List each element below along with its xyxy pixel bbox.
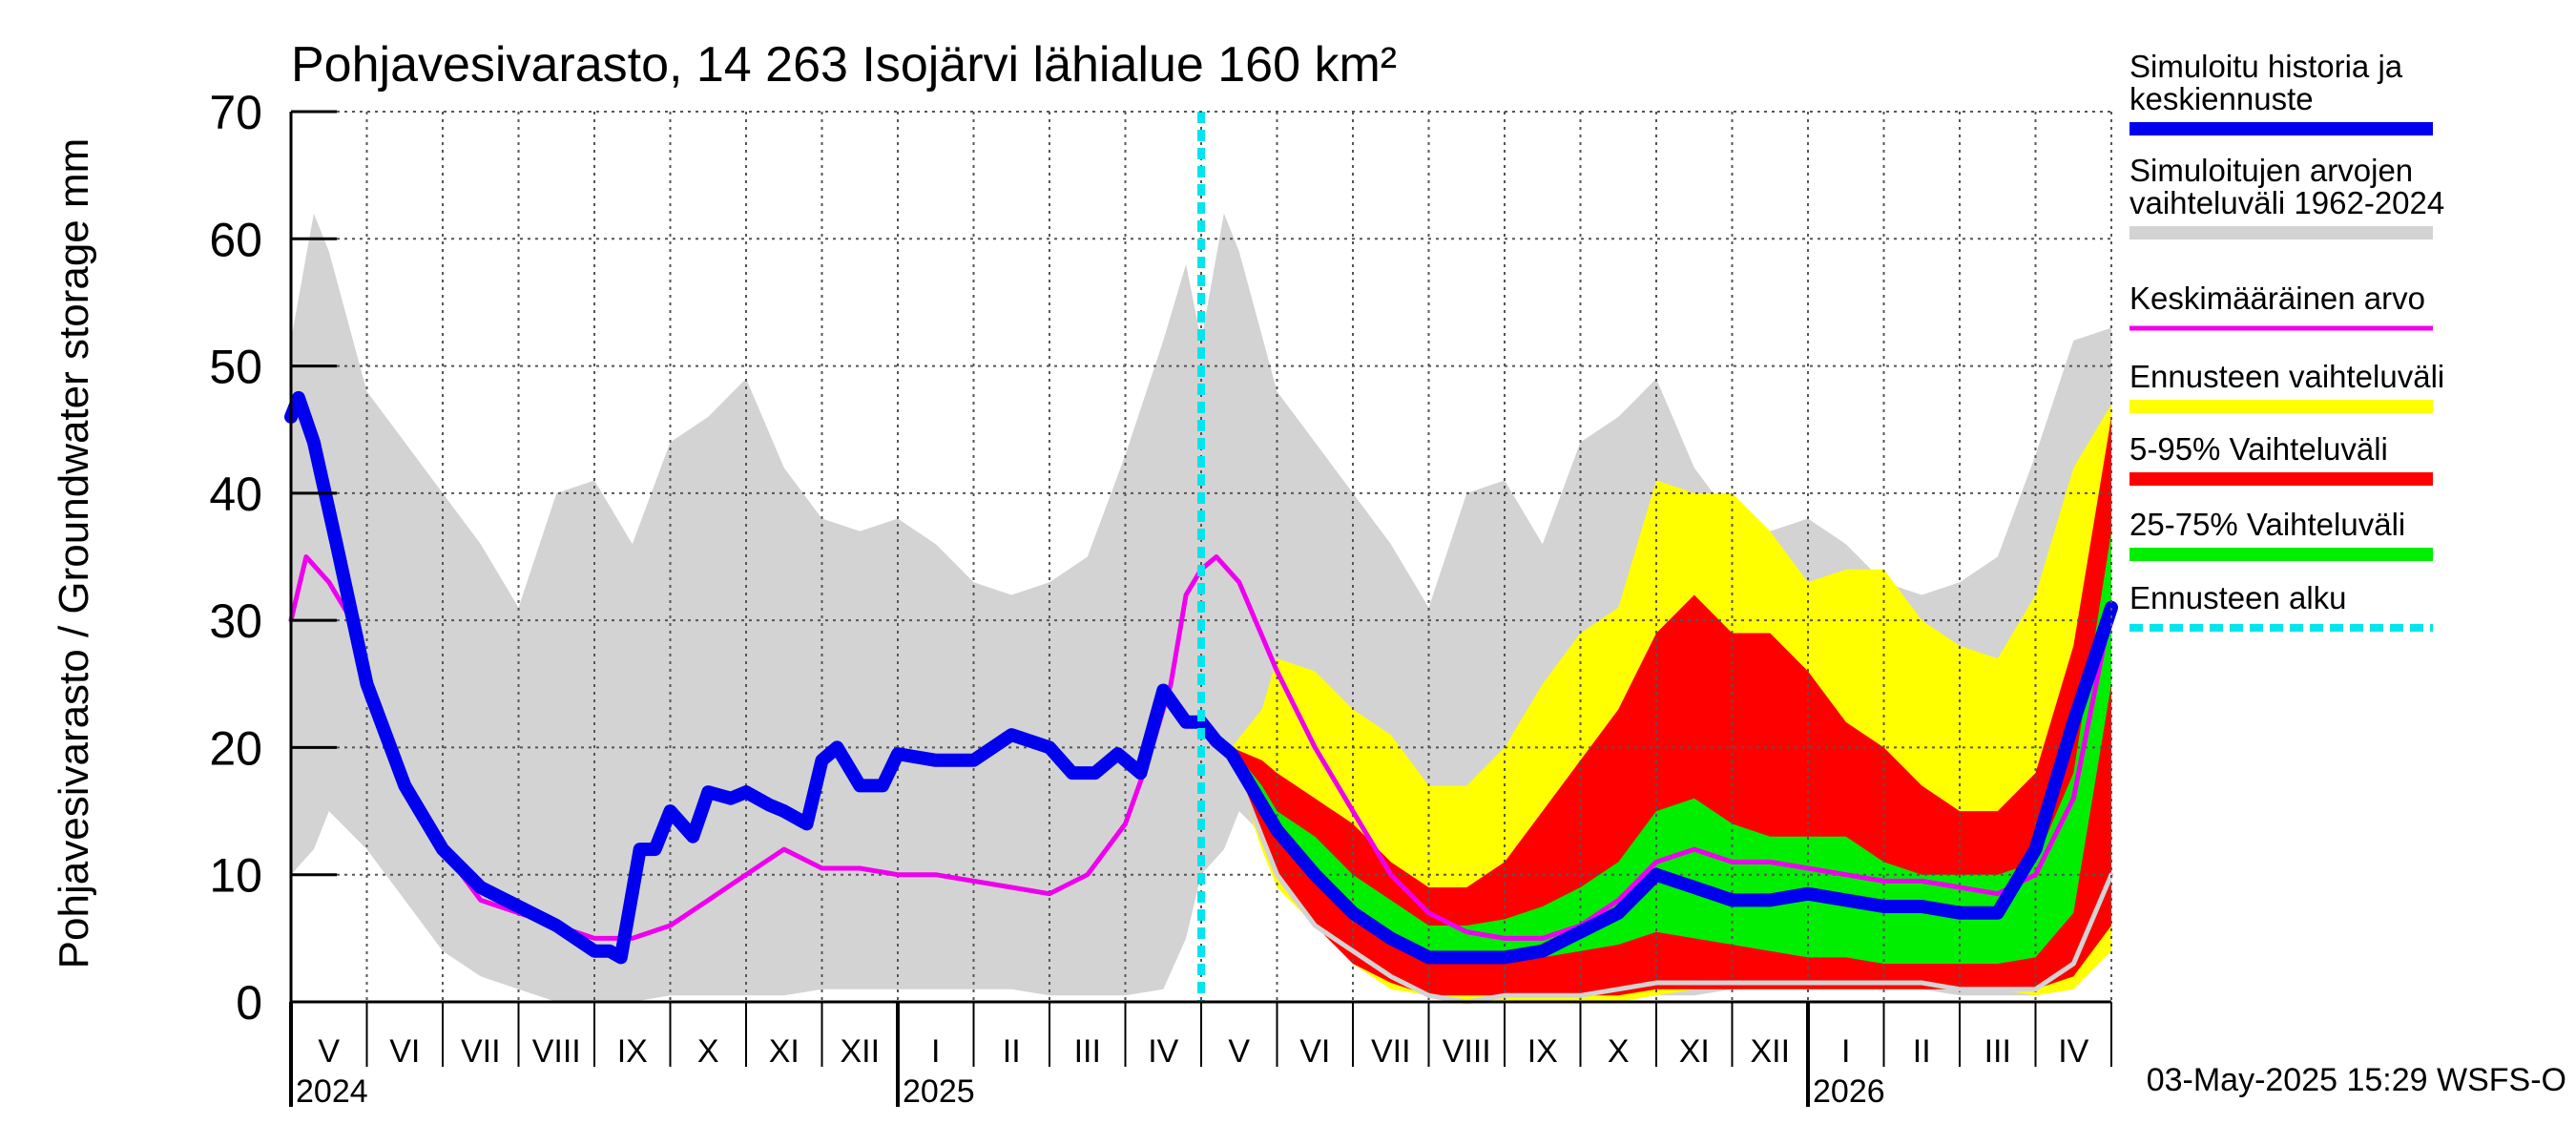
- month-label: IV: [2058, 1033, 2088, 1070]
- month-label: II: [1003, 1033, 1021, 1070]
- month-label: VIII: [1443, 1033, 1491, 1070]
- legend-label: Keskimääräinen arvo: [2129, 281, 2425, 316]
- month-label: V: [318, 1033, 340, 1070]
- year-label: 2025: [903, 1073, 975, 1110]
- series-line: [284, 390, 2118, 965]
- month-label: V: [1228, 1033, 1250, 1070]
- legend-label: 25-75% Vaihteluväli: [2129, 507, 2405, 542]
- legend-label: Ennusteen vaihteluväli: [2129, 359, 2444, 394]
- y-tick-label: 30: [209, 594, 262, 648]
- month-label: IX: [1527, 1033, 1558, 1070]
- month-label: VI: [1299, 1033, 1330, 1070]
- legend-label: 5-95% Vaihteluväli: [2129, 431, 2388, 467]
- month-label: IX: [617, 1033, 648, 1070]
- month-label: XII: [1750, 1033, 1790, 1070]
- year-label: 2026: [1813, 1073, 1885, 1110]
- y-tick-label: 20: [209, 721, 262, 775]
- month-label: XI: [769, 1033, 800, 1070]
- legend-label: keskiennuste: [2129, 81, 2314, 116]
- legend-label: Simuloitu historia ja: [2129, 49, 2403, 84]
- legend-label: Ennusteen alku: [2129, 580, 2347, 615]
- year-label: 2024: [296, 1073, 368, 1110]
- y-tick-label: 50: [209, 341, 262, 394]
- month-label: X: [697, 1033, 719, 1070]
- legend-label: Simuloitujen arvojen: [2129, 153, 2413, 188]
- month-label: VIII: [532, 1033, 581, 1070]
- y-axis-label: Pohjavesivarasto / Groundwater storage m…: [51, 138, 97, 969]
- month-label: III: [1984, 1033, 2011, 1070]
- band-ff0000: [1231, 416, 2111, 996]
- month-label: VII: [1371, 1033, 1411, 1070]
- month-label: XI: [1679, 1033, 1710, 1070]
- series-line: [1229, 758, 2114, 1005]
- y-tick-label: 70: [209, 86, 262, 139]
- month-label: IV: [1148, 1033, 1178, 1070]
- month-label: I: [931, 1033, 940, 1070]
- month-label: X: [1608, 1033, 1630, 1070]
- legend-label: vaihteluväli 1962-2024: [2129, 185, 2444, 220]
- month-label: XII: [840, 1033, 880, 1070]
- chart-series-lines: [284, 112, 2118, 1005]
- month-label: VI: [389, 1033, 420, 1070]
- y-tick-label: 0: [236, 976, 262, 1030]
- y-tick-label: 40: [209, 468, 262, 521]
- y-tick-label: 10: [209, 849, 262, 903]
- month-label: III: [1074, 1033, 1101, 1070]
- month-label: II: [1913, 1033, 1931, 1070]
- month-label: I: [1841, 1033, 1850, 1070]
- y-tick-label: 60: [209, 213, 262, 266]
- chart-title: Pohjavesivarasto, 14 263 Isojärvi lähial…: [291, 37, 1397, 93]
- timestamp: 03-May-2025 15:29 WSFS-O: [2147, 1062, 2566, 1098]
- month-label: VII: [461, 1033, 501, 1070]
